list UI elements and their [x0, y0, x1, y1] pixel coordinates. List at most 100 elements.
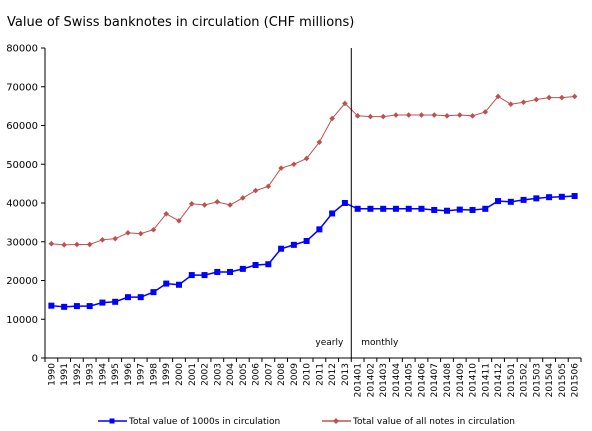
legend-item-all-notes: Total value of all notes in circulation — [322, 417, 515, 427]
legend-item-1000s: Total value of 1000s in circulation — [98, 417, 280, 427]
data-point — [99, 299, 106, 306]
data-point — [571, 93, 578, 100]
data-point — [73, 303, 80, 310]
series-line — [51, 195, 575, 308]
x-tick-label: 201401 — [354, 363, 364, 397]
data-point — [469, 113, 476, 119]
data-point — [48, 302, 55, 309]
data-point — [239, 265, 246, 272]
series-line — [51, 95, 575, 246]
x-tick-label: 1997 — [137, 363, 147, 386]
x-tick-label: 2004 — [226, 363, 236, 386]
x-tick-label: 201405 — [405, 363, 415, 397]
data-point — [456, 112, 463, 118]
data-point — [431, 206, 438, 213]
data-point — [74, 241, 80, 248]
data-point — [342, 100, 348, 107]
legend: Total value of 1000s in circulation Tota… — [98, 417, 515, 427]
data-point — [431, 112, 438, 118]
data-point — [290, 241, 297, 248]
data-point — [495, 93, 501, 100]
x-tick-label: 2003 — [213, 363, 223, 386]
x-tick-label: 201503 — [532, 363, 542, 397]
data-point — [418, 112, 425, 118]
data-point — [86, 241, 93, 248]
data-point — [316, 139, 323, 145]
data-point — [150, 226, 157, 233]
data-point — [533, 96, 540, 103]
x-tick-label: 1996 — [124, 363, 134, 386]
x-tick-label: 2010 — [303, 363, 313, 386]
y-tick-label: 80000 — [6, 44, 38, 55]
data-point — [252, 262, 259, 268]
data-point — [367, 205, 374, 212]
y-tick-label: 50000 — [6, 160, 38, 171]
x-tick-label: 201505 — [558, 363, 568, 397]
x-tick-label: 201504 — [545, 363, 555, 398]
y-tick-label: 10000 — [6, 315, 38, 326]
data-point — [291, 161, 297, 168]
x-tick-label: 201404 — [392, 363, 402, 398]
x-tick-label: 2012 — [328, 363, 338, 386]
x-tick-label: 201407 — [430, 363, 440, 397]
data-point — [444, 207, 450, 214]
x-tick-label: 2002 — [201, 363, 211, 386]
data-point — [201, 202, 208, 208]
data-point — [240, 195, 246, 201]
data-point — [469, 206, 476, 213]
data-point — [137, 230, 144, 237]
data-point — [227, 202, 233, 208]
data-point — [303, 155, 310, 162]
data-point — [188, 272, 195, 279]
x-tick-label: 201502 — [520, 363, 530, 397]
x-tick-label: 1994 — [98, 363, 108, 386]
legend-label-all-notes: Total value of all notes in circulation — [352, 417, 515, 427]
data-point — [571, 193, 578, 200]
data-point — [558, 193, 565, 200]
y-tick-label: 20000 — [6, 276, 38, 287]
x-tick-label: 2011 — [315, 363, 325, 386]
series-all-notes — [48, 93, 578, 248]
x-tick-label: 1999 — [162, 363, 172, 386]
data-point — [520, 99, 527, 106]
data-point — [405, 112, 412, 118]
data-point — [329, 115, 335, 122]
x-tick-label: 201409 — [456, 363, 466, 398]
y-tick-label: 70000 — [6, 82, 38, 93]
data-point — [176, 281, 182, 288]
data-point — [86, 303, 93, 310]
data-point — [354, 205, 361, 212]
data-point — [61, 242, 67, 248]
chart-title: Value of Swiss banknotes in circulation … — [7, 15, 354, 30]
y-tick-label: 60000 — [6, 121, 38, 132]
data-point — [444, 113, 450, 119]
data-point — [61, 303, 68, 310]
x-tick-label: 201501 — [507, 363, 517, 397]
data-point — [508, 101, 514, 107]
x-tick-label: 1993 — [86, 363, 96, 386]
annotation-monthly: monthly — [361, 338, 399, 348]
x-tick-label: 2007 — [264, 363, 274, 386]
data-point — [227, 268, 234, 275]
data-point — [163, 211, 170, 217]
x-tick-label: 2005 — [239, 363, 249, 386]
x-tick-label: 2008 — [277, 363, 287, 386]
legend-marker-all-notes — [333, 418, 339, 424]
data-point — [316, 226, 323, 233]
data-point — [201, 272, 208, 279]
data-point — [482, 205, 489, 212]
data-point — [520, 196, 527, 203]
x-tick-label: 1998 — [149, 363, 159, 386]
legend-label-1000s: Total value of 1000s in circulation — [128, 417, 280, 427]
data-point — [176, 218, 182, 224]
data-point — [546, 194, 553, 201]
data-point — [214, 199, 221, 205]
data-point — [150, 289, 157, 296]
data-point — [48, 240, 55, 247]
data-point — [392, 205, 399, 212]
y-tick-label: 40000 — [6, 199, 38, 210]
data-point — [354, 113, 361, 119]
data-point — [278, 245, 285, 252]
x-tick-label: 2009 — [290, 363, 300, 386]
